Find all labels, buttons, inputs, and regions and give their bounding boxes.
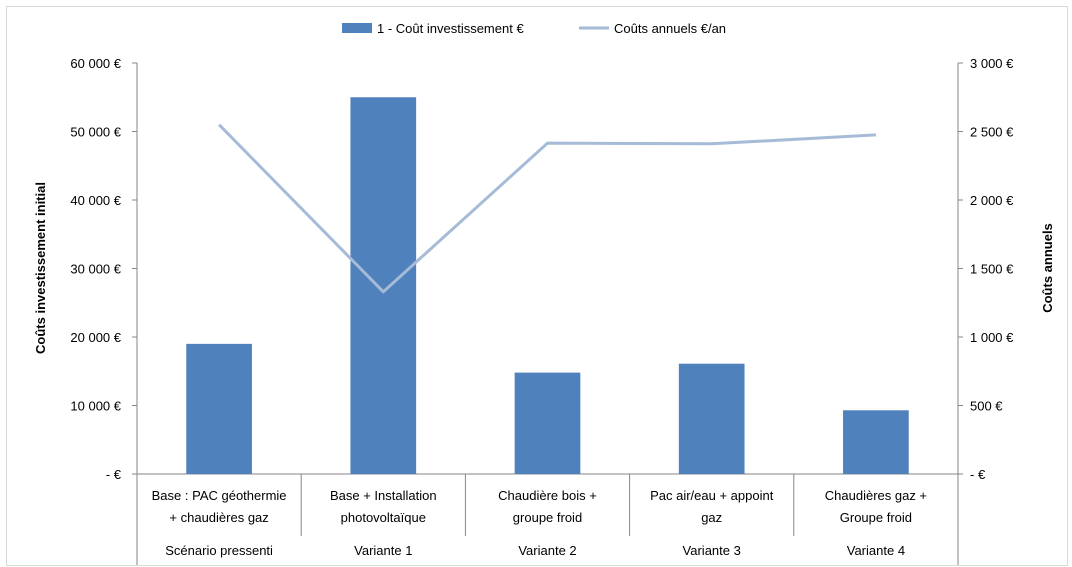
y2-tick-label: 2 500 €	[970, 125, 1014, 140]
legend: 1 - Coût investissement € Coûts annuels …	[342, 21, 726, 36]
category-label-line2: gaz	[701, 510, 722, 525]
category-label-line2: + chaudières gaz	[169, 510, 268, 525]
axes	[132, 62, 963, 565]
y-tick-label: - €	[106, 467, 122, 482]
y-tick-label: 10 000 €	[70, 399, 121, 414]
category-label-line2: photovoltaïque	[341, 510, 426, 525]
category-group-label: Variante 3	[683, 543, 741, 558]
y2-tick-label: 1 500 €	[970, 262, 1014, 277]
bar-series	[186, 97, 909, 474]
category-label-line1: Chaudière bois +	[498, 488, 597, 503]
y-tick-label: 20 000 €	[70, 330, 121, 345]
bar	[350, 97, 417, 474]
category-group-label: Variante 4	[847, 543, 905, 558]
y-tick-label: 40 000 €	[70, 193, 121, 208]
category-label-line1: Base + Installation	[330, 488, 437, 503]
y2-tick-label: 500 €	[970, 399, 1003, 414]
bar	[843, 410, 909, 474]
category-group-label: Variante 1	[354, 543, 412, 558]
y2-tick-label: - €	[970, 467, 986, 482]
tick-labels: - € - € 10 000 € 500 € 20 000 € 1 000 € 30 000…	[70, 56, 1014, 482]
category-labels: Base : PAC géothermie + chaudières gaz Scé…	[152, 488, 927, 558]
y-tick-label: 50 000 €	[70, 125, 121, 140]
annual-cost-line	[218, 123, 876, 294]
bar	[678, 363, 745, 474]
category-label-line1: Chaudières gaz +	[825, 488, 927, 503]
category-group-label: Variante 2	[518, 543, 576, 558]
bar	[514, 372, 581, 474]
bar	[186, 343, 252, 474]
category-label-line2: groupe froid	[513, 510, 582, 525]
y2-tick-label: 3 000 €	[970, 56, 1014, 71]
legend-bar-swatch	[342, 23, 372, 33]
chart-frame	[6, 6, 1068, 566]
line-series	[218, 123, 876, 294]
y-tick-label: 60 000 €	[70, 56, 121, 71]
legend-line-label: Coûts annuels €/an	[614, 21, 726, 36]
category-label-line1: Base : PAC géothermie	[152, 488, 287, 503]
y-axis-label: Coûts investissement initial	[33, 182, 48, 354]
category-group-label: Scénario pressenti	[165, 543, 273, 558]
y2-tick-label: 1 000 €	[970, 330, 1014, 345]
category-label-line1: Pac air/eau + appoint	[650, 488, 774, 503]
y2-tick-label: 2 000 €	[970, 193, 1014, 208]
y-tick-label: 30 000 €	[70, 262, 121, 277]
category-label-line2: Groupe froid	[840, 510, 912, 525]
legend-bar-label: 1 - Coût investissement €	[377, 21, 524, 36]
y2-axis-label: Coûts annuels	[1040, 223, 1055, 313]
